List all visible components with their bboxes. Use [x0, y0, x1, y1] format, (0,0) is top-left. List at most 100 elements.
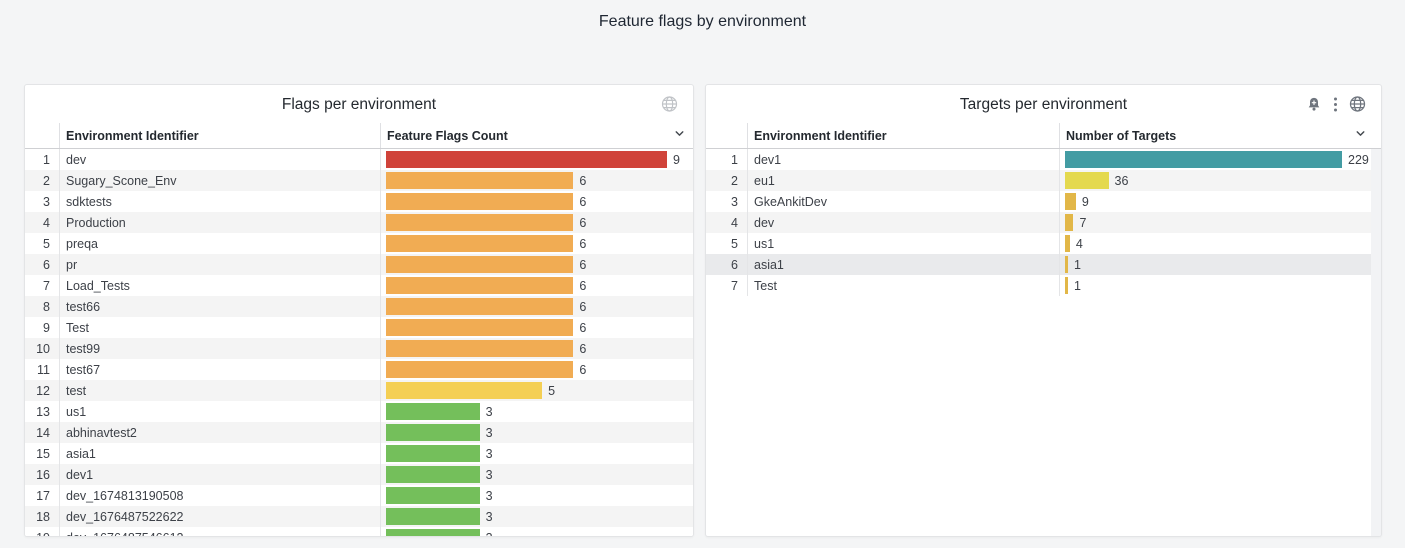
- bar-value-label: 6: [579, 215, 587, 230]
- bar: [386, 319, 574, 336]
- table-row: 1 dev1 229: [706, 149, 1381, 170]
- row-index: 9: [43, 320, 50, 335]
- chevron-down-icon[interactable]: [1354, 127, 1367, 145]
- scrollbar[interactable]: [1371, 149, 1381, 536]
- bar-value-label: 3: [485, 404, 493, 419]
- row-value-cell: 6: [380, 338, 693, 359]
- bell-plus-icon[interactable]: [1306, 96, 1322, 112]
- bar: [386, 361, 574, 378]
- row-value-cell: 6: [380, 233, 693, 254]
- bar-value-label: 6: [579, 278, 587, 293]
- row-value-cell: 3: [380, 464, 693, 485]
- chevron-down-icon[interactable]: [673, 127, 686, 145]
- table-row: 3 sdktests 6: [25, 191, 693, 212]
- row-value-cell: 6: [380, 317, 693, 338]
- row-index: 15: [36, 446, 50, 461]
- row-index: 14: [36, 425, 50, 440]
- row-name: asia1: [59, 443, 380, 464]
- column-header-count[interactable]: Feature Flags Count: [380, 123, 508, 148]
- row-index: 2: [43, 173, 50, 188]
- panel-header: Targets per environment: [706, 85, 1381, 123]
- bar-value-label: 229: [1348, 152, 1369, 167]
- bar-value-label: 3: [486, 531, 493, 537]
- table-row: 6 pr 6: [25, 254, 693, 275]
- row-index: 6: [731, 257, 738, 272]
- bar-value-label: 1: [1074, 257, 1081, 272]
- table-row: 5 preqa 6: [25, 233, 693, 254]
- table-row: 10 test99 6: [25, 338, 693, 359]
- row-name: Test: [747, 275, 1059, 296]
- row-value-cell: 229: [1059, 149, 1381, 170]
- bar: [386, 466, 480, 483]
- table-row: 2 eu1 36: [706, 170, 1381, 191]
- kebab-menu-icon[interactable]: [1333, 96, 1338, 112]
- row-index: 6: [43, 257, 50, 272]
- row-value-cell: 3: [380, 485, 693, 506]
- row-name: preqa: [59, 233, 380, 254]
- bar-value-label: 6: [579, 173, 587, 188]
- row-name: Test: [59, 317, 380, 338]
- bar: [386, 235, 574, 252]
- row-index: 19: [25, 527, 59, 537]
- row-value-cell: 7: [1059, 212, 1381, 233]
- row-index: 16: [36, 467, 50, 482]
- bar: [386, 445, 480, 462]
- row-index: 13: [36, 404, 50, 419]
- row-index: 3: [43, 194, 50, 209]
- table-row: 19 dev_1676487546612 3: [25, 527, 693, 537]
- row-name: test: [59, 380, 380, 401]
- bar: [1065, 151, 1342, 168]
- table-row: 11 test67 6: [25, 359, 693, 380]
- column-header-count[interactable]: Number of Targets: [1059, 123, 1176, 148]
- table-body: 1 dev1 229 2 eu1 36 3 GkeAnkitDev 9 4 de…: [706, 149, 1381, 296]
- panel-targets-per-environment: Targets per environment: [705, 84, 1382, 537]
- table-header: Environment Identifier Number of Targets: [706, 123, 1381, 149]
- row-name: dev_1674813190508: [59, 485, 380, 506]
- row-index: 11: [37, 362, 50, 377]
- panel-header: Flags per environment: [25, 85, 693, 123]
- globe-icon[interactable]: [661, 96, 678, 113]
- row-name: dev1: [59, 464, 380, 485]
- row-value-cell: 6: [380, 359, 693, 380]
- row-value-cell: 1: [1059, 275, 1381, 296]
- table-row: 4 Production 6: [25, 212, 693, 233]
- bar: [386, 340, 574, 357]
- column-header-environment[interactable]: Environment Identifier: [59, 123, 380, 148]
- bar-value-label: 3: [485, 467, 493, 482]
- row-name: dev1: [747, 149, 1059, 170]
- bar-value-label: 3: [485, 446, 493, 461]
- bar-value-label: 1: [1074, 278, 1081, 293]
- globe-icon[interactable]: [1349, 96, 1366, 113]
- panel-title[interactable]: Targets per environment: [959, 96, 1128, 113]
- table-row: 6 asia1 1: [706, 254, 1381, 275]
- column-header-environment[interactable]: Environment Identifier: [747, 123, 1059, 148]
- row-index: 18: [36, 509, 50, 524]
- panel-flags-per-environment: Flags per environment Environment Identi…: [24, 84, 694, 537]
- bar: [386, 403, 480, 420]
- bar: [386, 424, 480, 441]
- row-name: dev: [747, 212, 1059, 233]
- table-row: 15 asia1 3: [25, 443, 693, 464]
- page-title: Feature flags by environment: [598, 13, 807, 30]
- bar-value-label: 6: [579, 299, 587, 314]
- bar: [1065, 193, 1076, 210]
- row-value-cell: 6: [380, 212, 693, 233]
- row-name: us1: [747, 233, 1059, 254]
- row-value-cell: 3: [380, 527, 693, 537]
- bar: [1065, 277, 1068, 294]
- bar: [1065, 256, 1068, 273]
- panel-title[interactable]: Flags per environment: [281, 96, 437, 113]
- bar: [386, 508, 480, 525]
- table-row: 9 Test 6: [25, 317, 693, 338]
- row-value-cell: 6: [380, 170, 693, 191]
- table-row: 5 us1 4: [706, 233, 1381, 254]
- row-name: dev_1676487522622: [59, 506, 380, 527]
- row-value-cell: 3: [380, 506, 693, 527]
- row-value-cell: 3: [380, 422, 693, 443]
- bar-value-label: 6: [579, 236, 587, 251]
- row-index: 2: [731, 173, 738, 188]
- row-name: Load_Tests: [59, 275, 380, 296]
- bar: [386, 172, 574, 189]
- row-value-cell: 9: [380, 149, 693, 170]
- row-value-cell: 6: [380, 254, 693, 275]
